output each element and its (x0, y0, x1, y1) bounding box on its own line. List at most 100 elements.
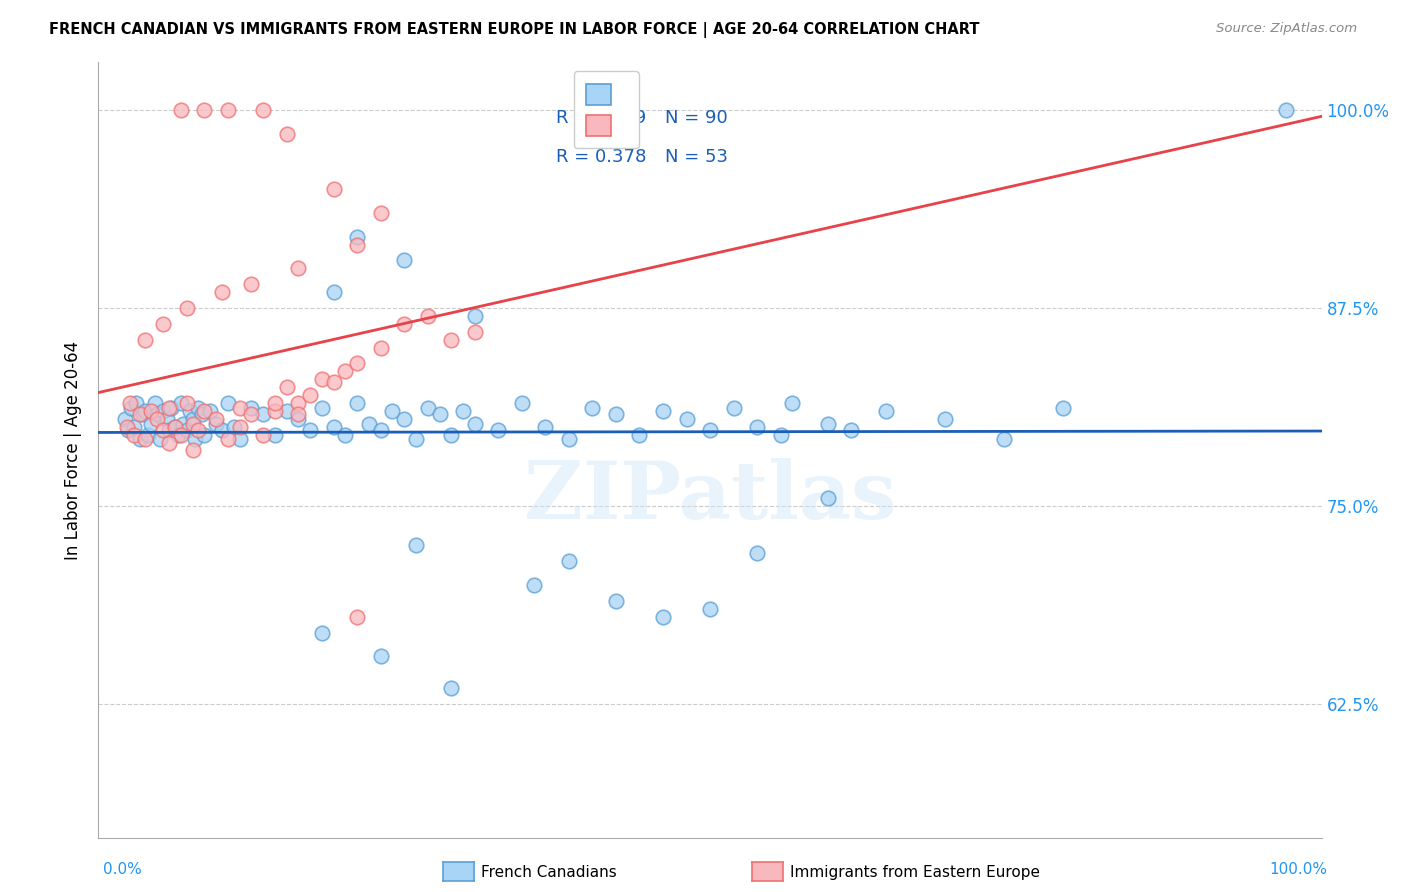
Point (156, 411, 179, 425)
Point (157, 435, 180, 450)
Point (240, 407, 263, 421)
Point (149, 433, 172, 447)
Point (370, 649, 392, 664)
Point (152, 317, 174, 331)
Point (205, 411, 228, 425)
Point (287, 261, 309, 276)
Point (181, 417, 204, 431)
Point (311, 372, 333, 386)
Point (416, 309, 439, 323)
Point (558, 554, 581, 568)
Point (311, 625, 333, 640)
Point (993, 433, 1015, 447)
Point (464, 309, 486, 323)
Point (405, 433, 427, 447)
Point (252, 407, 274, 421)
Point (122, 419, 145, 434)
Point (322, 285, 344, 299)
Point (335, 427, 357, 442)
Point (769, 427, 792, 442)
Point (276, 127, 298, 141)
Point (934, 411, 956, 425)
Text: French Canadians: French Canadians (481, 865, 617, 880)
Point (451, 404, 474, 418)
Point (181, 411, 204, 425)
Point (187, 401, 209, 415)
Point (1052, 401, 1074, 415)
Point (745, 546, 768, 560)
Point (157, 401, 180, 415)
Point (228, 433, 250, 447)
Point (263, 404, 285, 418)
Point (198, 404, 221, 418)
Point (181, 443, 204, 458)
Point (405, 539, 427, 553)
Point (510, 396, 533, 410)
Point (193, 427, 215, 442)
Point (287, 411, 309, 425)
Point (217, 103, 239, 117)
Point (120, 401, 142, 415)
Point (416, 401, 439, 415)
Point (132, 407, 155, 421)
Point (211, 423, 233, 437)
Point (370, 341, 392, 355)
Point (299, 388, 322, 402)
Point (357, 417, 380, 431)
Point (176, 423, 198, 437)
Point (136, 427, 159, 442)
Point (228, 419, 250, 434)
Point (581, 401, 603, 415)
Point (152, 404, 174, 418)
Point (176, 301, 198, 315)
Point (170, 396, 193, 410)
Point (652, 404, 675, 418)
Point (346, 229, 368, 244)
Text: N = 90: N = 90 (665, 110, 727, 128)
Point (486, 423, 509, 437)
Point (217, 433, 239, 447)
Point (157, 423, 180, 437)
Point (782, 396, 804, 410)
Point (817, 491, 839, 505)
Text: Source: ZipAtlas.com: Source: ZipAtlas.com (1216, 22, 1357, 36)
Legend: , : , (574, 71, 638, 148)
Point (125, 396, 148, 410)
Point (193, 103, 215, 117)
Point (240, 401, 263, 415)
Point (875, 404, 897, 418)
Text: 0.0%: 0.0% (103, 863, 142, 877)
Point (534, 419, 557, 434)
Point (114, 411, 136, 425)
Point (122, 427, 145, 442)
Point (117, 423, 139, 437)
Point (240, 277, 263, 292)
Point (440, 681, 463, 695)
Point (184, 433, 207, 447)
Point (211, 285, 233, 299)
Point (628, 427, 651, 442)
Point (839, 423, 862, 437)
Point (228, 401, 250, 415)
Point (440, 427, 463, 442)
Point (152, 423, 174, 437)
Point (276, 404, 298, 418)
Point (381, 404, 404, 418)
Point (605, 407, 627, 421)
Point (394, 253, 416, 268)
Point (134, 404, 156, 418)
Point (322, 419, 344, 434)
Point (429, 407, 451, 421)
Text: 100.0%: 100.0% (1270, 863, 1327, 877)
Point (346, 356, 368, 370)
Point (187, 423, 209, 437)
Point (346, 237, 368, 252)
Y-axis label: In Labor Force | Age 20-64: In Labor Force | Age 20-64 (65, 341, 83, 560)
Point (252, 427, 274, 442)
Text: R = 0.378: R = 0.378 (555, 148, 647, 166)
Text: N = 53: N = 53 (665, 148, 728, 166)
Point (464, 325, 486, 339)
Point (299, 423, 322, 437)
Point (179, 404, 201, 418)
Point (263, 427, 285, 442)
